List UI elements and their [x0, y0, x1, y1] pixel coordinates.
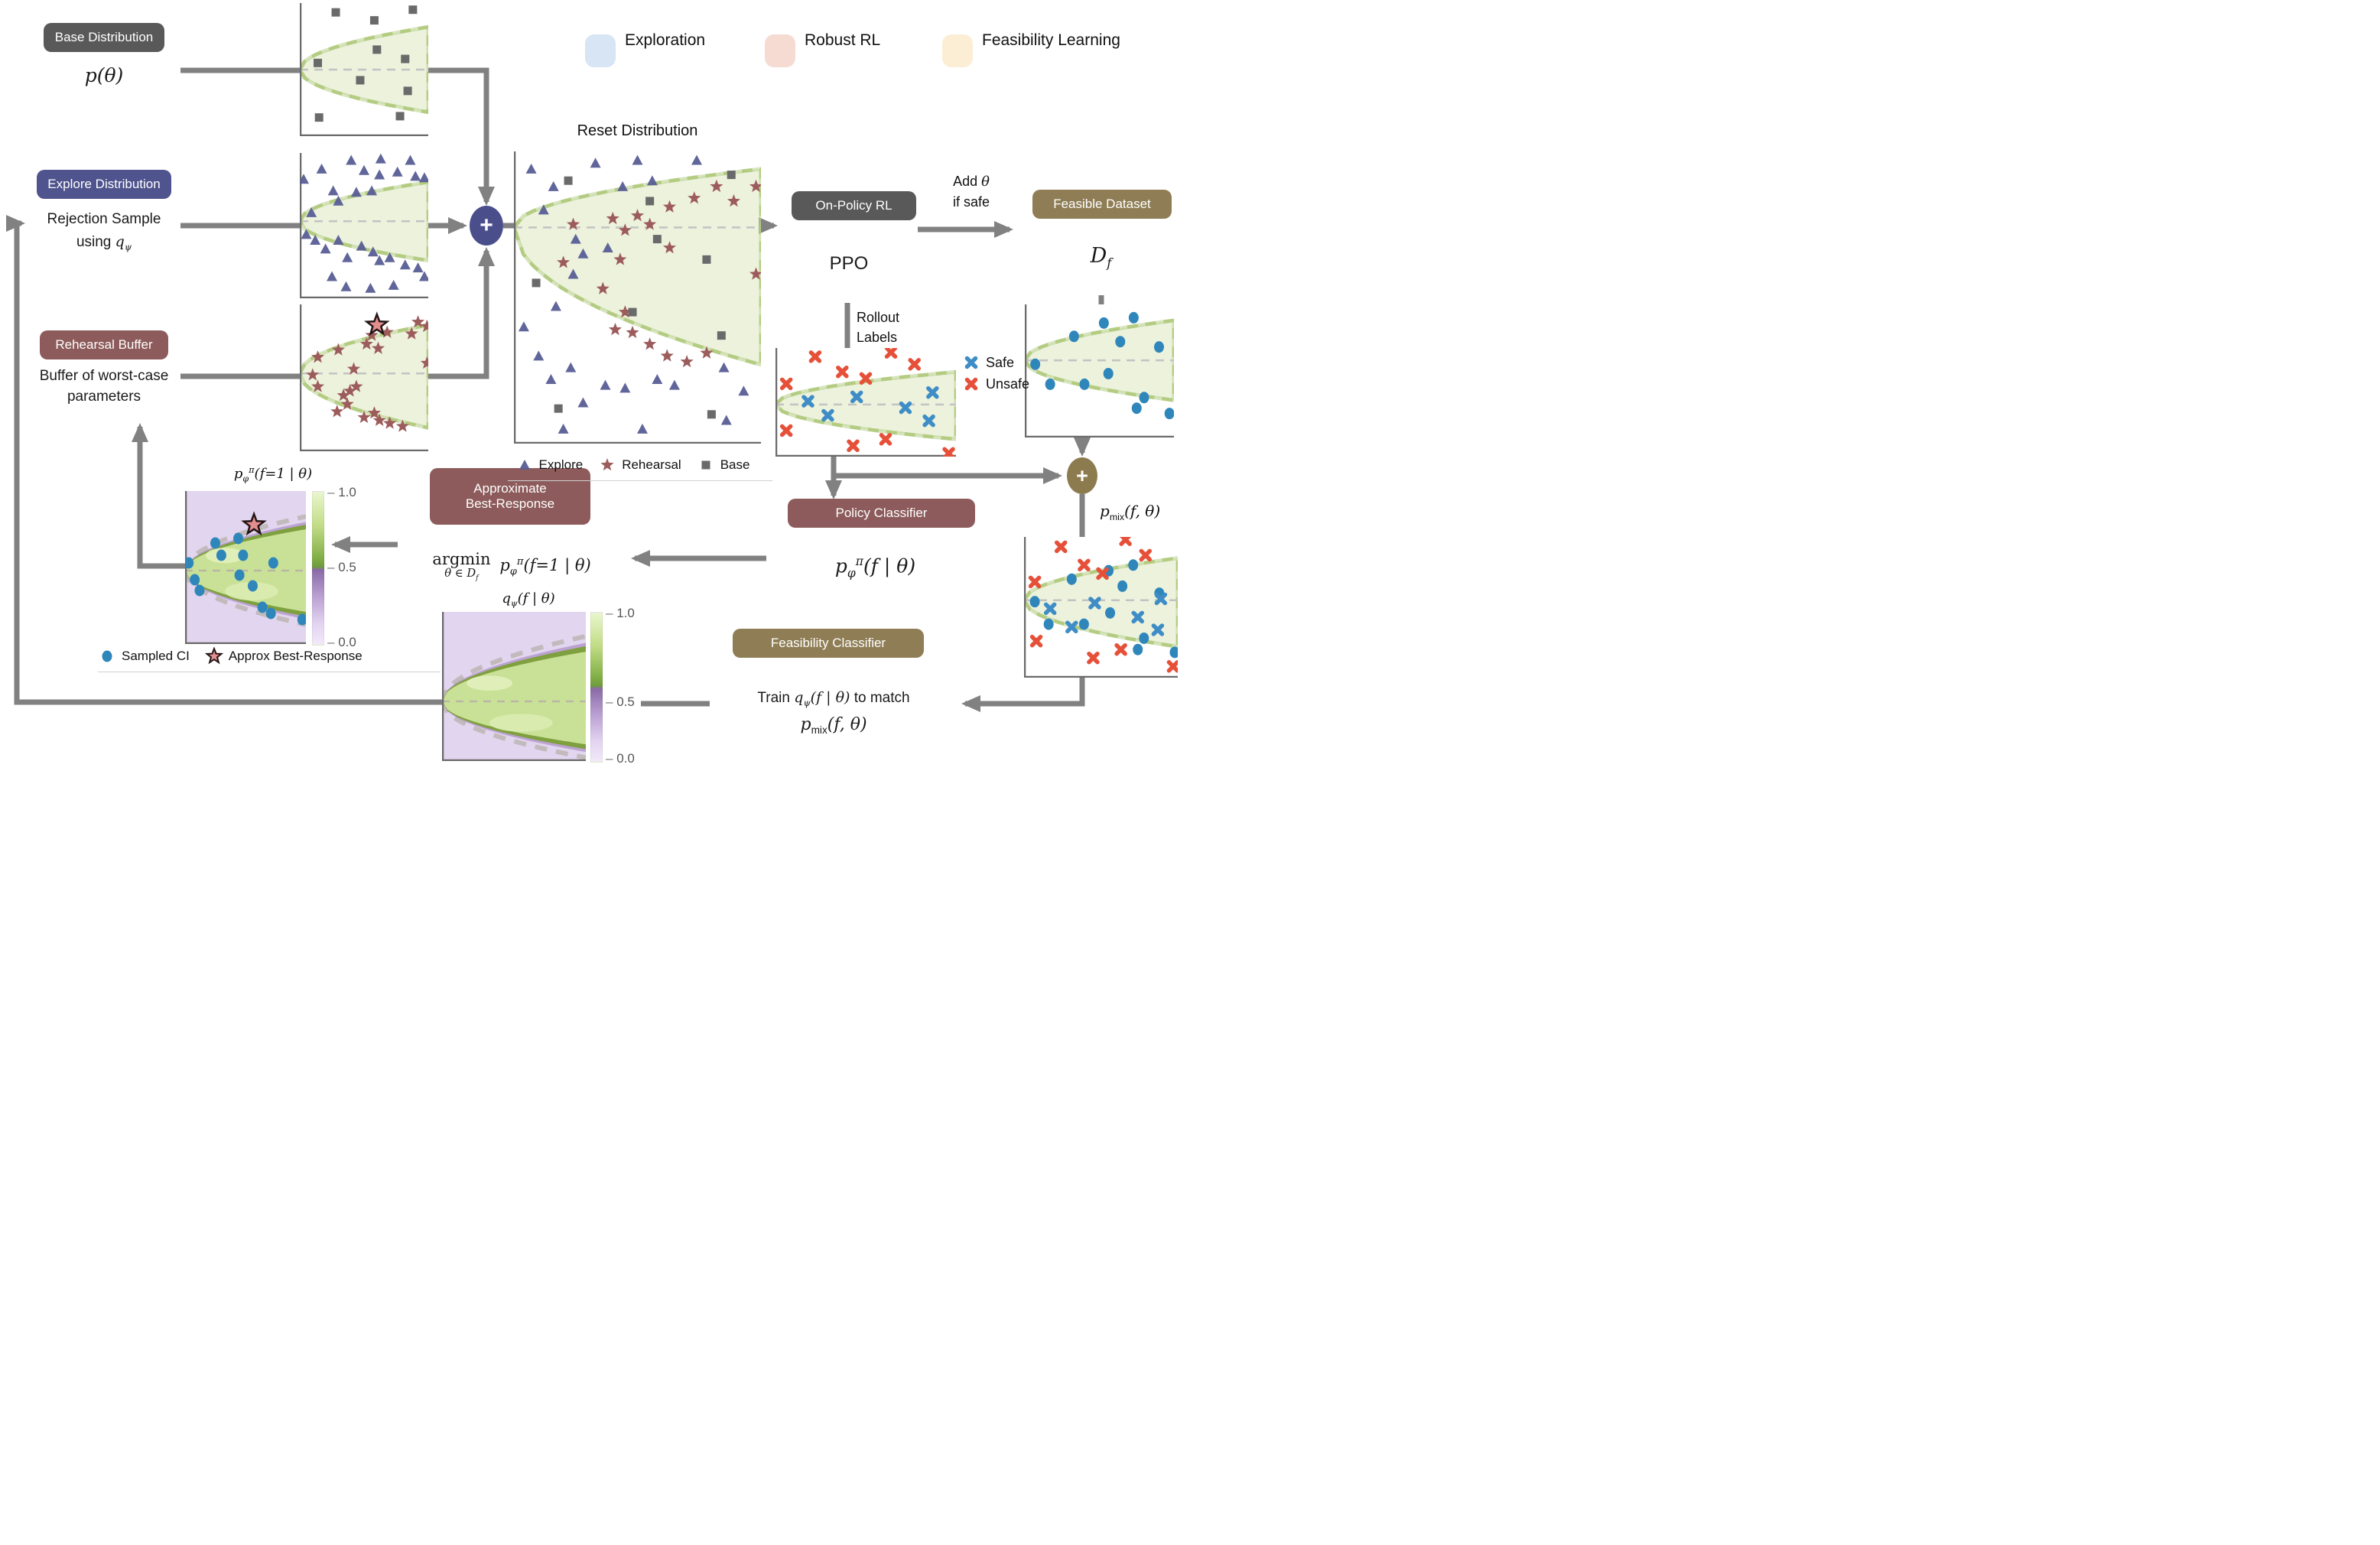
feasible-dataset-box: Df: [1019, 205, 1183, 295]
add-theta-line: Add θ: [953, 174, 990, 190]
rehearsal-line2: parameters: [67, 389, 141, 405]
figure-canvas: Exploration Robust RL Feasibility Learning…: [0, 0, 1190, 772]
rehearsal-buffer-box: Buffer of worst-case parameters: [28, 346, 180, 418]
explore-distribution-box: Rejection Sample using qψ: [28, 185, 180, 265]
base-distribution-box: p(θ): [28, 38, 180, 101]
policy-classifier-heatmap: [183, 491, 307, 645]
legend-swatch-feasibility-learning: [942, 34, 973, 67]
base-distribution-header: Base Distribution: [44, 23, 164, 52]
rehearsal-buffer-header: Rehearsal Buffer: [40, 330, 168, 359]
feasibility-classifier-heatmap: [440, 612, 587, 762]
legend-swatch-exploration: [585, 34, 616, 67]
approx-header-line1: Approximate: [473, 481, 547, 496]
legend-item-base: Base: [697, 456, 750, 474]
qpsi-tick-0: 0.0: [606, 751, 635, 766]
ppo-label: PPO: [829, 253, 869, 274]
pphi-tick-0: 0.0: [327, 635, 356, 650]
feascls-line1: Train qψ(f | θ) to match: [757, 688, 910, 708]
edge-pmix-to-feascls: [961, 678, 1085, 712]
feasibility-classifier-header: Feasibility Classifier: [733, 629, 924, 658]
pmix-plot: [1022, 533, 1180, 678]
legend-label: Explore: [538, 457, 584, 472]
legend-swatch-robust-rl: [765, 34, 795, 67]
legend-label-robust-rl: Robust RL: [805, 31, 881, 49]
safe-unsafe-legend: Safe Unsafe: [962, 352, 1054, 395]
policy-classifier-box: pφπ(f | θ): [766, 514, 984, 606]
legend-label-exploration: Exploration: [625, 31, 706, 49]
reset-distribution-plot: [512, 151, 763, 444]
base-distribution-plot: [298, 3, 431, 137]
legend-label: Unsafe: [986, 376, 1030, 392]
policy-classifier-header: Policy Classifier: [788, 499, 975, 528]
sampled-ci-legend: Sampled CI Approx Best-Response: [98, 647, 441, 672]
feasibility-classifier-box: Train qψ(f | θ) to match pmix(f, θ): [710, 644, 958, 761]
plus-node-pmix: +: [1067, 457, 1097, 494]
approx-header-line2: Best-Response: [465, 496, 555, 511]
if-safe-line: if safe: [952, 194, 990, 210]
feascls-line2: pmix(f, θ): [800, 714, 867, 737]
rollout-labels-plot: [774, 346, 958, 460]
legend-item-approx-best-response: Approx Best-Response: [204, 647, 363, 665]
feasible-formula: Df: [1090, 243, 1112, 271]
add-theta-if-safe-label: Add θ if safe: [927, 171, 1016, 213]
rollout-labels-label: Rollout Labels: [857, 307, 948, 347]
legend-item-explore: Explore: [515, 456, 584, 474]
argmin-label: argmin: [432, 550, 491, 569]
approximate-best-response-box: argmin θ ∈ Df pφπ(f=1 | θ): [398, 496, 626, 606]
pphi-colorbar: [312, 491, 324, 646]
qpsi-tick-05: 0.5: [606, 694, 635, 710]
pmix-label: pmix(f, θ): [1100, 502, 1161, 522]
legend-label: Rehearsal: [622, 457, 681, 472]
plus-node-reset-mixture: +: [470, 206, 503, 246]
pphi-tick-05: 0.5: [327, 560, 356, 575]
legend-item-unsafe: Unsafe: [962, 375, 1029, 393]
connector-arrows: [6, 67, 1104, 712]
approximate-best-response-header: Approximate Best-Response: [430, 468, 590, 525]
qpsi-tick-1: 1.0: [606, 606, 635, 621]
legend-label-feasibility-learning: Feasibility Learning: [982, 31, 1120, 49]
explore-distribution-plot: [298, 153, 431, 299]
edge-loop-to-explore: [6, 215, 442, 705]
legend-label: Sampled CI: [122, 649, 190, 663]
reset-plot-legend: Explore Rehearsal Base: [508, 456, 772, 481]
rehearsal-line1: Buffer of worst-case: [39, 368, 169, 385]
reset-distribution-title: Reset Distribution: [577, 122, 698, 139]
feasible-dataset-header: Feasible Dataset: [1032, 190, 1172, 219]
argmin-subscript: θ ∈ Df: [444, 567, 479, 582]
explore-distribution-header: Explore Distribution: [37, 170, 171, 199]
qpsi-colorbar: [590, 612, 603, 763]
rollout-line2: Labels: [857, 330, 898, 346]
legend-item-rehearsal: Rehearsal: [598, 456, 681, 474]
edge-pphi-to-rehearsal: [132, 423, 185, 569]
on-policy-rl-header: On-Policy RL: [792, 191, 916, 220]
ppo-box: PPO: [780, 207, 918, 304]
color-legend: Exploration Robust RL Feasibility Learning: [0, 0, 1190, 76]
approx-expression: pφπ(f=1 | θ): [499, 555, 591, 577]
edge-rehearsalplot-to-plus1: [428, 247, 495, 379]
legend-label: Safe: [986, 354, 1015, 370]
legend-item-sampled-ci: Sampled CI: [98, 647, 190, 665]
rehearsal-buffer-plot: [298, 304, 434, 452]
legend-label: Base: [720, 457, 750, 472]
rollout-line1: Rollout: [857, 310, 900, 325]
edge-baseplot-to-plus1: [428, 67, 495, 206]
explore-line2: using qψ: [76, 233, 132, 252]
base-formula: p(θ): [84, 63, 124, 86]
edge-rollout-to-plus2: [831, 457, 1062, 484]
qpsi-plot-title: qψ(f | θ): [502, 590, 555, 609]
policy-formula: pφπ(f | θ): [834, 555, 916, 581]
explore-line1: Rejection Sample: [47, 211, 161, 228]
pphi-tick-1: 1.0: [327, 485, 356, 500]
pphi-plot-title: pφπ(f=1 | θ): [233, 465, 313, 484]
legend-item-safe: Safe: [962, 353, 1014, 372]
legend-label: Approx Best-Response: [228, 649, 363, 663]
